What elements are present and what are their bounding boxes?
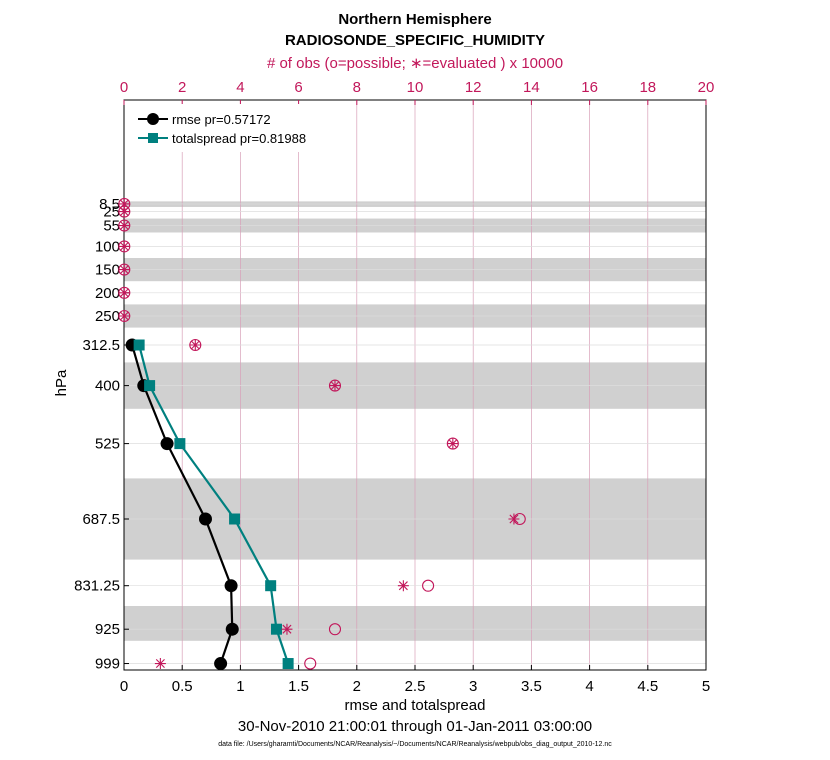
obs-possible-11 — [422, 579, 435, 592]
obs-evaluated-star-6 — [118, 310, 130, 322]
obs-evaluated-star-8 — [329, 380, 341, 392]
legend-rmse-label: rmse pr=0.57172 — [172, 112, 271, 127]
obs-evaluated-star-2 — [118, 220, 130, 232]
obs-possible-13 — [304, 657, 317, 670]
x-tick-label-4: 2 — [353, 678, 361, 695]
chart-subtitle: RADIOSONDE_SPECIFIC_HUMIDITY — [285, 32, 545, 49]
y-tick-label-8: 400 — [95, 378, 120, 395]
series-1-point-1 — [144, 380, 156, 392]
obs-evaluated-star-4 — [118, 264, 130, 276]
legend-box — [132, 104, 328, 152]
x-tick-label-3: 1.5 — [288, 678, 309, 695]
obs-evaluated-star-11 — [397, 580, 409, 592]
x-tick-label-10: 5 — [702, 678, 710, 695]
obs-evaluated-star-0 — [118, 198, 130, 210]
y-tick-label-9: 525 — [95, 436, 120, 453]
series-0-point-4 — [224, 579, 238, 593]
y-tick-label-7: 312.5 — [82, 337, 120, 354]
obs-evaluated-0 — [118, 198, 130, 210]
obs-evaluated-7 — [189, 339, 201, 351]
x-tick-label-2: 1 — [236, 678, 244, 695]
data-file-note: data file: /Users/gharamti/Documents/NCA… — [218, 741, 612, 748]
x-tick-label-6: 3 — [469, 678, 477, 695]
obs-evaluated-11 — [397, 580, 409, 592]
obs-evaluated-9 — [447, 438, 459, 450]
top-tick-label-5: 10 — [407, 79, 424, 96]
obs-evaluated-12 — [281, 623, 293, 635]
x-tick-label-9: 4.5 — [637, 678, 658, 695]
legend-spread-label: totalspread pr=0.81988 — [172, 131, 306, 146]
y-tick-label-6: 250 — [95, 308, 120, 325]
obs-evaluated-2 — [118, 220, 130, 232]
series-0-point-6 — [214, 657, 228, 671]
top-tick-label-4: 8 — [353, 79, 361, 96]
series-1-point-2 — [174, 438, 186, 450]
series-1-point-3 — [229, 513, 241, 525]
y-tick-label-10: 687.5 — [82, 511, 120, 528]
series-1-point-6 — [282, 658, 294, 670]
y-tick-label-12: 925 — [95, 621, 120, 638]
series-0-point-2 — [160, 437, 174, 451]
x-tick-label-0: 0 — [120, 678, 128, 695]
obs-evaluated-star-10 — [508, 513, 520, 525]
legend-rmse-marker — [147, 113, 159, 125]
x-tick-label-8: 4 — [585, 678, 593, 695]
obs-evaluated-star-9 — [447, 438, 459, 450]
obs-evaluated-star-3 — [118, 240, 130, 252]
legend: rmse pr=0.57172 totalspread pr=0.81988 — [132, 104, 328, 152]
top-tick-label-3: 6 — [294, 79, 302, 96]
series-0-point-5 — [225, 622, 239, 636]
obs-evaluated-star-1 — [118, 206, 130, 218]
top-tick-label-8: 16 — [581, 79, 598, 96]
series-1-point-4 — [265, 580, 277, 592]
top-tick-label-9: 18 — [639, 79, 656, 96]
obs-evaluated-5 — [118, 287, 130, 299]
y-tick-label-0: 8.5 — [99, 196, 120, 213]
top-tick-label-2: 4 — [236, 79, 244, 96]
obs-evaluated-4 — [118, 264, 130, 276]
y-tick-label-5: 200 — [95, 285, 120, 302]
obs-possible-12 — [328, 623, 342, 636]
y-tick-label-13: 999 — [95, 656, 120, 673]
x-axis-label: rmse and totalspread — [345, 697, 486, 714]
legend-spread-marker — [148, 133, 158, 143]
y-tick-label-2: 55 — [103, 218, 120, 235]
chart-title: Northern Hemisphere — [338, 11, 491, 28]
obs-evaluated-star-5 — [118, 287, 130, 299]
obs-evaluated-6 — [118, 310, 130, 322]
obs-evaluated-10 — [508, 513, 520, 525]
series-1-point-5 — [270, 623, 282, 635]
top-tick-label-0: 0 — [120, 79, 128, 96]
y-tick-label-3: 100 — [95, 238, 120, 255]
top-tick-label-1: 2 — [178, 79, 186, 96]
y-tick-label-11: 831.25 — [74, 578, 120, 595]
x-tick-label-1: 0.5 — [172, 678, 193, 695]
y-axis-label: hPa — [53, 369, 70, 396]
obs-evaluated-13 — [154, 658, 166, 670]
obs-evaluated-star-7 — [189, 339, 201, 351]
y-tick-label-1: 25 — [103, 204, 120, 221]
date-range: 30-Nov-2010 21:00:01 through 01-Jan-2011… — [238, 718, 592, 735]
series-0-point-3 — [198, 512, 212, 526]
top-axis-label: # of obs (o=possible; ∗=evaluated ) x 10… — [267, 55, 563, 72]
x-tick-label-7: 3.5 — [521, 678, 542, 695]
obs-evaluated-1 — [118, 206, 130, 218]
x-tick-label-5: 2.5 — [405, 678, 426, 695]
obs-evaluated-star-13 — [154, 658, 166, 670]
obs-evaluated-star-12 — [281, 623, 293, 635]
y-tick-label-4: 150 — [95, 262, 120, 279]
top-tick-label-10: 20 — [698, 79, 715, 96]
top-tick-label-6: 12 — [465, 79, 482, 96]
top-tick-label-7: 14 — [523, 79, 540, 96]
plot-area: 0 0.5 1 1.5 2 2.5 3 3.5 4 4.5 5 0 2 4 6 8 10 12 14 16 18 20 8.… — [74, 79, 714, 695]
obs-evaluated-8 — [329, 380, 341, 392]
series-1-point-0 — [133, 339, 145, 351]
obs-evaluated-3 — [118, 240, 130, 252]
